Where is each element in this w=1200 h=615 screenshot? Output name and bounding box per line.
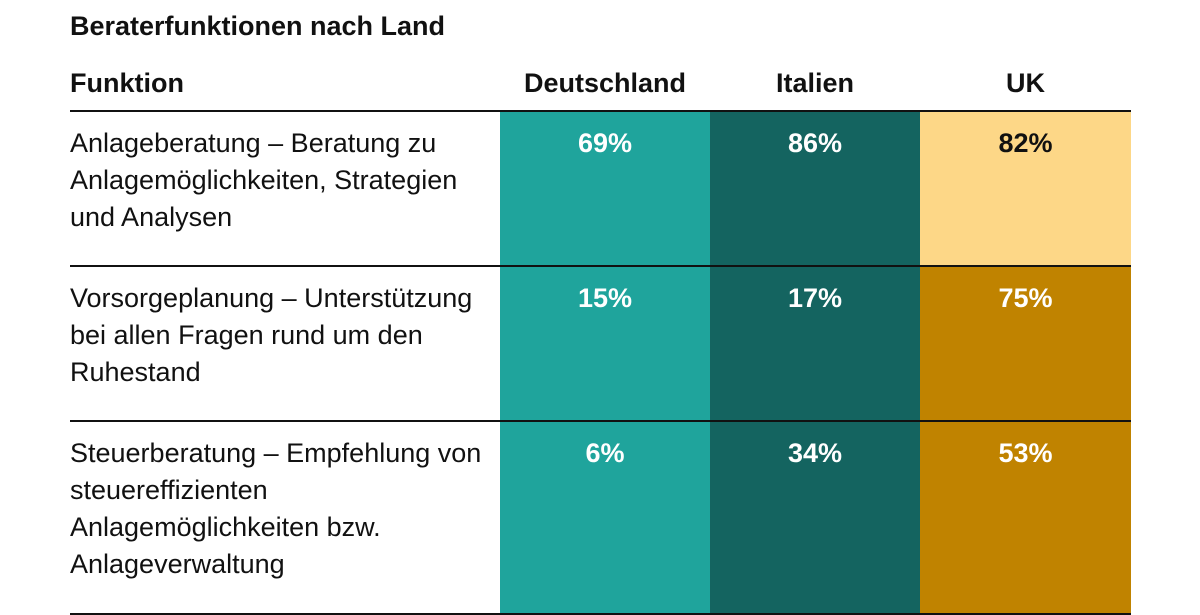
cell-italy-retirement-planning: 17% xyxy=(710,266,920,422)
row-label-tax-advice: Steuerberatung – Empfehlung von steueref… xyxy=(70,421,500,615)
header-italy: Italien xyxy=(710,56,920,112)
cell-germany-tax-advice: 6% xyxy=(500,421,710,615)
header-uk: UK xyxy=(920,56,1131,112)
table-row: Anlageberatung – Beratung zu Anlagemögli… xyxy=(70,111,1131,267)
table-row: Vorsorgeplanung – Unterstützung bei alle… xyxy=(70,266,1131,422)
chart-title: Beraterfunktionen nach Land xyxy=(70,11,446,41)
cell-germany-investment-advice: 69% xyxy=(500,111,710,267)
cell-uk-retirement-planning: 75% xyxy=(920,266,1131,422)
header-germany: Deutschland xyxy=(500,56,710,112)
cell-italy-investment-advice: 86% xyxy=(710,111,920,267)
header-function: Funktion xyxy=(70,56,500,112)
cell-uk-tax-advice: 53% xyxy=(920,421,1131,615)
row-label-investment-advice: Anlageberatung – Beratung zu Anlagemögli… xyxy=(70,111,500,267)
cell-germany-retirement-planning: 15% xyxy=(500,266,710,422)
row-label-retirement-planning: Vorsorgeplanung – Unterstützung bei alle… xyxy=(70,266,500,422)
cell-italy-tax-advice: 34% xyxy=(710,421,920,615)
data-table: Funktion Deutschland Italien UK Anlagebe… xyxy=(70,56,1131,615)
header-row: Funktion Deutschland Italien UK xyxy=(70,56,1131,112)
table-row: Steuerberatung – Empfehlung von steueref… xyxy=(70,421,1131,615)
cell-uk-investment-advice: 82% xyxy=(920,111,1131,267)
